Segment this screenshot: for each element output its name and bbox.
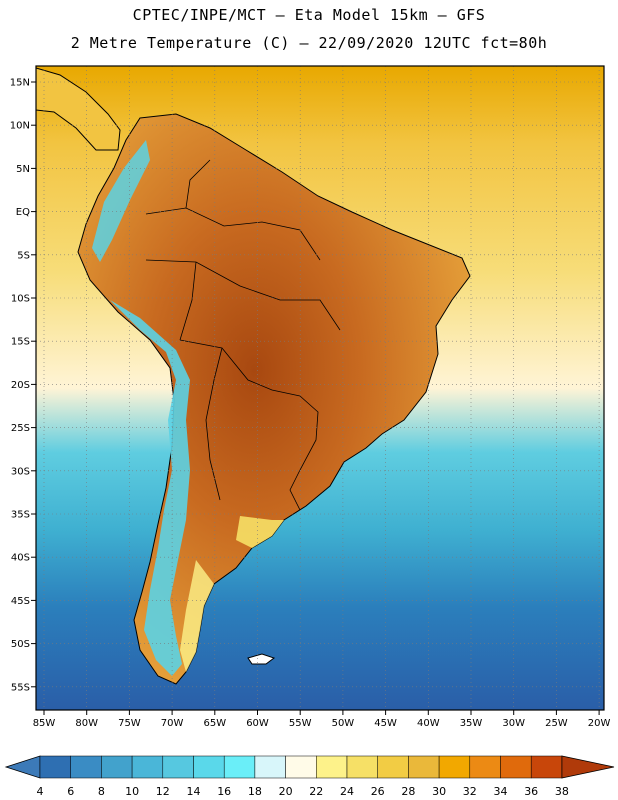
colorbar-swatch xyxy=(70,755,102,779)
colorbar-swatch xyxy=(438,755,471,779)
colorbar-swatch xyxy=(254,755,286,779)
colorbar-label: 34 xyxy=(494,785,508,798)
colorbar-swatch xyxy=(162,755,194,779)
lat-label: 15N xyxy=(10,78,30,89)
colorbar-swatch xyxy=(316,755,348,779)
lon-label: 25W xyxy=(545,718,568,729)
border-venezuela-colombia xyxy=(185,159,211,209)
lat-label: 10S xyxy=(11,294,30,305)
lat-label: 5N xyxy=(16,164,30,175)
lon-label: 80W xyxy=(75,718,98,729)
lat-label: 10N xyxy=(10,121,30,132)
chart-title-line-2: 2 Metre Temperature (C) – 22/09/2020 12U… xyxy=(70,34,548,52)
colorbar-low-arrow xyxy=(4,755,41,779)
colorbar-swatch xyxy=(500,755,532,779)
colorbar-swatch xyxy=(530,755,563,779)
lat-label: 35S xyxy=(11,510,30,521)
colorbar-label: 24 xyxy=(340,785,354,798)
colorbar-label: 36 xyxy=(524,785,538,798)
plot-frame xyxy=(35,65,605,711)
lon-label: 60W xyxy=(246,718,269,729)
southern-andes-cool-zone xyxy=(110,300,190,676)
lon-label: 65W xyxy=(203,718,226,729)
central-america-land xyxy=(36,67,121,151)
colorbar-label: 6 xyxy=(67,785,74,798)
lon-label: 75W xyxy=(118,718,141,729)
falkland-islands xyxy=(247,653,276,665)
colorbar-swatch xyxy=(193,755,225,779)
chart-title-line-1: CPTEC/INPE/MCT – Eta Model 15km – GFS xyxy=(132,6,486,24)
border-peru-brazil xyxy=(145,259,341,331)
lat-label: 50S xyxy=(11,639,30,650)
longitude-labels: 85W 80W 75W 70W 65W 60W 55W 50W 45W 40W 35W 30W 25W 2… xyxy=(33,710,611,729)
colorbar: 4 6 8 10 12 14 16 18 20 22 24 26 28 30 32 34 36 38 xyxy=(4,755,615,798)
lon-label: 55W xyxy=(289,718,312,729)
lon-label: 40W xyxy=(417,718,440,729)
graticule xyxy=(36,66,604,710)
lat-label: 30S xyxy=(11,466,30,477)
lat-label: EQ xyxy=(16,207,30,218)
country-borders xyxy=(145,159,341,511)
lon-label: 70W xyxy=(161,718,184,729)
lon-label: 45W xyxy=(374,718,397,729)
colorbar-label: 22 xyxy=(309,785,323,798)
colorbar-swatch xyxy=(377,755,409,779)
colorbar-high-arrow xyxy=(561,755,615,779)
colorbar-label: 18 xyxy=(248,785,262,798)
colorbar-swatch xyxy=(408,755,440,779)
colorbar-label: 28 xyxy=(401,785,415,798)
colorbar-label: 14 xyxy=(187,785,201,798)
northern-andes-cool-zone xyxy=(92,140,150,262)
colorbar-label: 32 xyxy=(463,785,477,798)
colorbar-label: 38 xyxy=(555,785,569,798)
colorbar-swatch xyxy=(285,755,317,779)
lat-label: 40S xyxy=(11,553,30,564)
lat-label: 55S xyxy=(11,682,30,693)
border-peru-bolivia xyxy=(179,261,197,341)
colorbar-swatch xyxy=(223,755,256,779)
colorbar-label: 4 xyxy=(37,785,44,798)
colorbar-label: 26 xyxy=(371,785,385,798)
colorbar-label: 20 xyxy=(279,785,293,798)
lon-label: 50W xyxy=(332,718,355,729)
lat-label: 45S xyxy=(11,596,30,607)
lon-label: 85W xyxy=(33,718,56,729)
colorbar-swatch xyxy=(346,755,378,779)
continent-layer xyxy=(36,67,471,685)
lat-label: 25S xyxy=(11,423,30,434)
colorbar-swatch xyxy=(131,755,164,779)
border-north xyxy=(145,207,321,261)
border-bolivia-paraguay xyxy=(179,339,301,397)
border-argentina-chile xyxy=(205,347,223,501)
colorbar-label: 10 xyxy=(125,785,139,798)
lat-label: 15S xyxy=(11,337,30,348)
patagonia-mild-zone xyxy=(180,560,214,672)
lon-label: 35W xyxy=(460,718,483,729)
colorbar-label: 30 xyxy=(432,785,446,798)
colorbar-label: 8 xyxy=(98,785,105,798)
lat-label: 5S xyxy=(17,250,30,261)
colorbar-swatch xyxy=(39,755,71,779)
latitude-labels: 15N 10N 5N EQ 5S 10S 15S 20S 25S 30S 35S 40S 45S 50S 5… xyxy=(10,78,36,693)
border-brazil-uruguay xyxy=(289,395,319,511)
colorbar-label: 12 xyxy=(156,785,170,798)
lon-label: 20W xyxy=(588,718,611,729)
lat-label: 20S xyxy=(11,380,30,391)
colorbar-swatch xyxy=(469,755,501,779)
pampa-mild-zone xyxy=(236,516,284,548)
colorbar-swatch xyxy=(101,755,133,779)
lon-label: 30W xyxy=(502,718,525,729)
colorbar-label: 16 xyxy=(217,785,231,798)
